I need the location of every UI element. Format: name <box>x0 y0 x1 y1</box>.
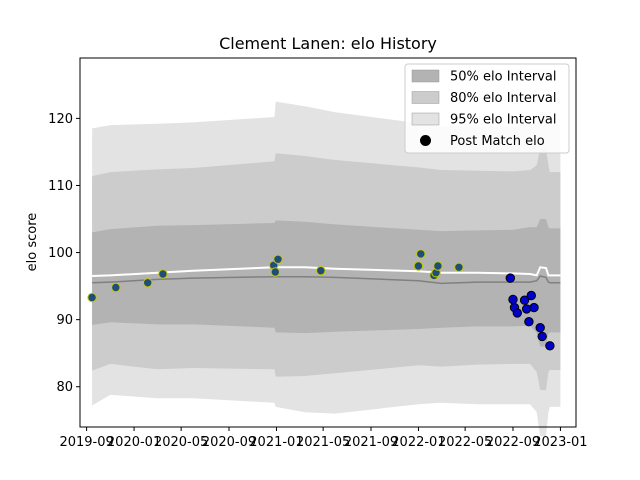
legend-label-4: Post Match elo <box>450 134 545 149</box>
x-tick-label-2023-01: 2023-01 <box>533 435 587 450</box>
post-match-elo-point-21 <box>524 317 534 327</box>
x-tick-label-2022-01: 2022-01 <box>391 435 445 450</box>
post-match-elo-point-18 <box>512 308 522 318</box>
post-match-elo-point-16 <box>508 294 518 305</box>
y-tick-label-110: 110 <box>48 179 73 194</box>
mean-elo-line <box>92 275 561 285</box>
x-tick-label-2020-09: 2020-09 <box>202 435 256 450</box>
post-match-elo-point-14 <box>454 262 464 272</box>
post-match-elo-point-8 <box>316 266 326 276</box>
post-match-elo-point-24 <box>535 323 545 333</box>
y-axis-label: elo score <box>25 213 40 272</box>
post-match-elo-point-19 <box>519 295 530 305</box>
post-match-elo-point-15 <box>505 273 515 283</box>
post-match-elo-point-25 <box>537 331 547 342</box>
legend: 50% elo Interval 80% elo Interval 95% elo … <box>404 63 570 154</box>
y-tick-label-100: 100 <box>48 246 73 261</box>
x-tick-label-2021-05: 2021-05 <box>296 435 350 450</box>
y-tick-label-120: 120 <box>48 112 73 127</box>
post-match-elo-point-10 <box>416 249 426 259</box>
post-match-elo-point-9 <box>413 261 424 271</box>
post-match-elo-point-13 <box>433 261 443 271</box>
legend-marker-4 <box>420 135 431 146</box>
legend-swatch-2 <box>411 91 440 104</box>
x-axis: 2019-092020-012020-052020-092021-012021-… <box>59 427 588 450</box>
legend-label-2: 80% elo Interval <box>450 91 557 106</box>
post-match-elo-point-26 <box>545 341 555 351</box>
post-match-elo-point-2 <box>111 282 121 293</box>
legend-swatch-1 <box>411 69 440 83</box>
y-tick-label-80: 80 <box>56 380 73 395</box>
x-tick-label-2021-01: 2021-01 <box>249 435 303 450</box>
post-match-elo-point-1 <box>87 292 97 303</box>
x-tick-label-2020-01: 2020-01 <box>107 435 161 450</box>
median-elo-line <box>92 266 561 277</box>
legend-swatch-3 <box>411 112 440 126</box>
plot-area <box>87 101 561 437</box>
post-match-elo-point-22 <box>526 290 536 301</box>
y-axis: 80 90 100 110 120 <box>48 112 80 395</box>
chart-title: Clement Lanen: elo History <box>219 34 437 53</box>
x-tick-label-2021-09: 2021-09 <box>344 435 398 450</box>
legend-box <box>404 63 570 154</box>
post-match-elo-point-3 <box>143 278 153 288</box>
legend-label-1: 50% elo Interval <box>450 70 557 85</box>
y-tick-label-90: 90 <box>56 313 73 328</box>
x-tick-label-2022-09: 2022-09 <box>486 435 540 450</box>
x-tick-label-2020-05: 2020-05 <box>154 435 208 450</box>
x-tick-label-2022-05: 2022-05 <box>438 435 492 450</box>
band-50-percent <box>92 219 561 347</box>
axes-frame <box>79 57 577 428</box>
post-match-elo-point-4 <box>158 269 168 279</box>
post-match-elo-point-23 <box>529 302 539 313</box>
post-match-elo-point-6 <box>270 267 280 277</box>
legend-label-3: 95% elo Interval <box>450 113 557 128</box>
x-tick-label-2019-09: 2019-09 <box>59 435 113 450</box>
post-match-elo-point-7 <box>273 254 283 264</box>
